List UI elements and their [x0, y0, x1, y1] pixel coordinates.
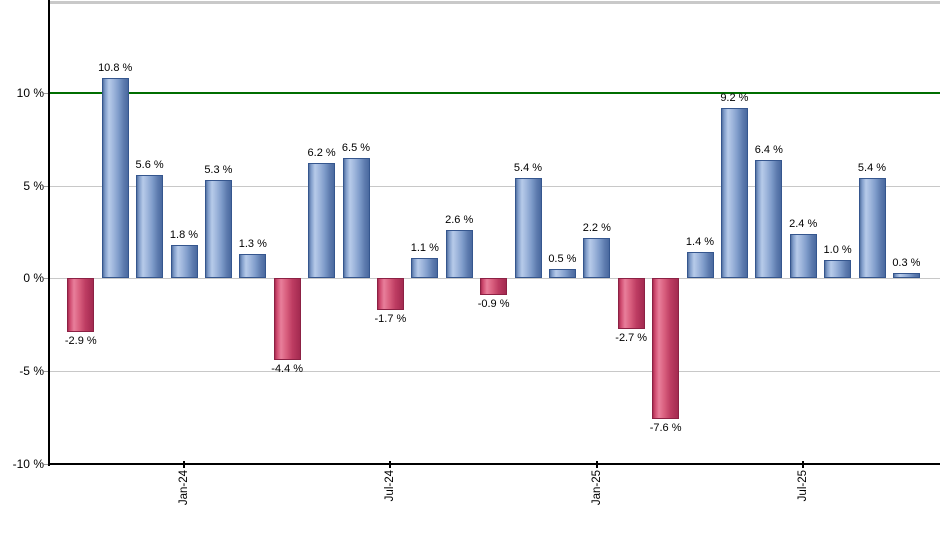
- bar-value-label: 6.4 %: [754, 143, 783, 156]
- bar-value-label: 1.1 %: [410, 242, 439, 255]
- bar-value-label: 0.3 %: [892, 256, 921, 269]
- bar-value-label: 0.5 %: [548, 253, 577, 266]
- bar: [342, 157, 370, 279]
- y-axis-tick: [44, 185, 49, 187]
- bar-value-label: 1.3 %: [238, 238, 267, 251]
- bar-value-label: 5.6 %: [135, 158, 164, 171]
- y-tick-label: -10 %: [12, 457, 44, 471]
- bar-value-label: -2.9 %: [64, 335, 97, 348]
- bar-value-label: -7.6 %: [649, 422, 682, 435]
- x-axis-tick: [802, 461, 805, 468]
- x-tick-label: Jan-25: [590, 470, 603, 506]
- bar-value-label: 2.6 %: [445, 214, 474, 227]
- y-axis-tick: [44, 464, 49, 465]
- bar-value-label: 1.8 %: [169, 229, 199, 242]
- bar-value-label: -4.4 %: [271, 363, 304, 376]
- bar: [548, 269, 576, 279]
- bar-value-label: 6.5 %: [341, 141, 371, 154]
- bar-value-label: -1.7 %: [374, 313, 407, 325]
- x-axis-tick: [183, 461, 185, 468]
- bar: [67, 278, 95, 333]
- bar: [858, 178, 886, 279]
- y-tick-label: 10 %: [16, 85, 44, 100]
- bar-value-label: 1.4 %: [685, 236, 715, 249]
- bar: [720, 107, 748, 279]
- bar: [273, 278, 301, 361]
- bar: [892, 272, 920, 279]
- bar: [652, 278, 680, 420]
- bar-value-label: 5.3 %: [204, 164, 233, 177]
- bar: [101, 78, 129, 279]
- bar: [204, 180, 232, 279]
- gridline: [50, 371, 940, 373]
- bar-value-label: 1.0 %: [823, 243, 852, 256]
- bar: [376, 278, 404, 310]
- y-tick-label: 5 %: [23, 178, 44, 193]
- bar-value-label: 10.8 %: [98, 62, 133, 75]
- bar-value-label: -2.7 %: [615, 331, 648, 344]
- y-axis-tick: [44, 371, 49, 373]
- bar: [480, 278, 508, 296]
- bar: [136, 174, 164, 279]
- bar-value-label: 2.2 %: [582, 221, 611, 234]
- bar: [755, 159, 783, 279]
- x-tick-label: Jul-24: [384, 470, 397, 502]
- bar-value-label: 6.2 %: [307, 147, 336, 160]
- y-tick-label: 0 %: [23, 271, 44, 286]
- bar: [789, 233, 817, 279]
- bar: [308, 163, 336, 279]
- reference-line-10pct: [49, 91, 940, 94]
- x-axis-tick: [595, 461, 598, 468]
- bar: [514, 178, 542, 279]
- x-tick-label: Jan-24: [178, 470, 190, 506]
- bar-value-label: 9.2 %: [720, 91, 749, 104]
- bar: [686, 252, 714, 279]
- y-axis-tick: [44, 278, 49, 280]
- bar-value-label: 5.4 %: [857, 162, 887, 175]
- bar-value-label: 5.4 %: [513, 162, 543, 175]
- x-axis: [48, 463, 940, 465]
- y-axis-tick: [44, 92, 49, 94]
- bar: [583, 237, 611, 279]
- plot-top-border: [49, 1, 940, 4]
- x-axis-tick: [389, 461, 392, 468]
- bar: [239, 254, 267, 279]
- x-tick-label: Jul-25: [797, 470, 810, 502]
- bar: [170, 245, 198, 279]
- bar: [824, 259, 852, 279]
- bar: [617, 278, 645, 329]
- bar: [411, 258, 439, 279]
- bar-value-label: 2.4 %: [789, 217, 818, 230]
- bar: [445, 230, 473, 279]
- y-axis: [48, 0, 50, 466]
- y-tick-label: -5 %: [19, 364, 44, 379]
- gridline: [50, 185, 940, 187]
- bar-value-label: -0.9 %: [477, 298, 510, 311]
